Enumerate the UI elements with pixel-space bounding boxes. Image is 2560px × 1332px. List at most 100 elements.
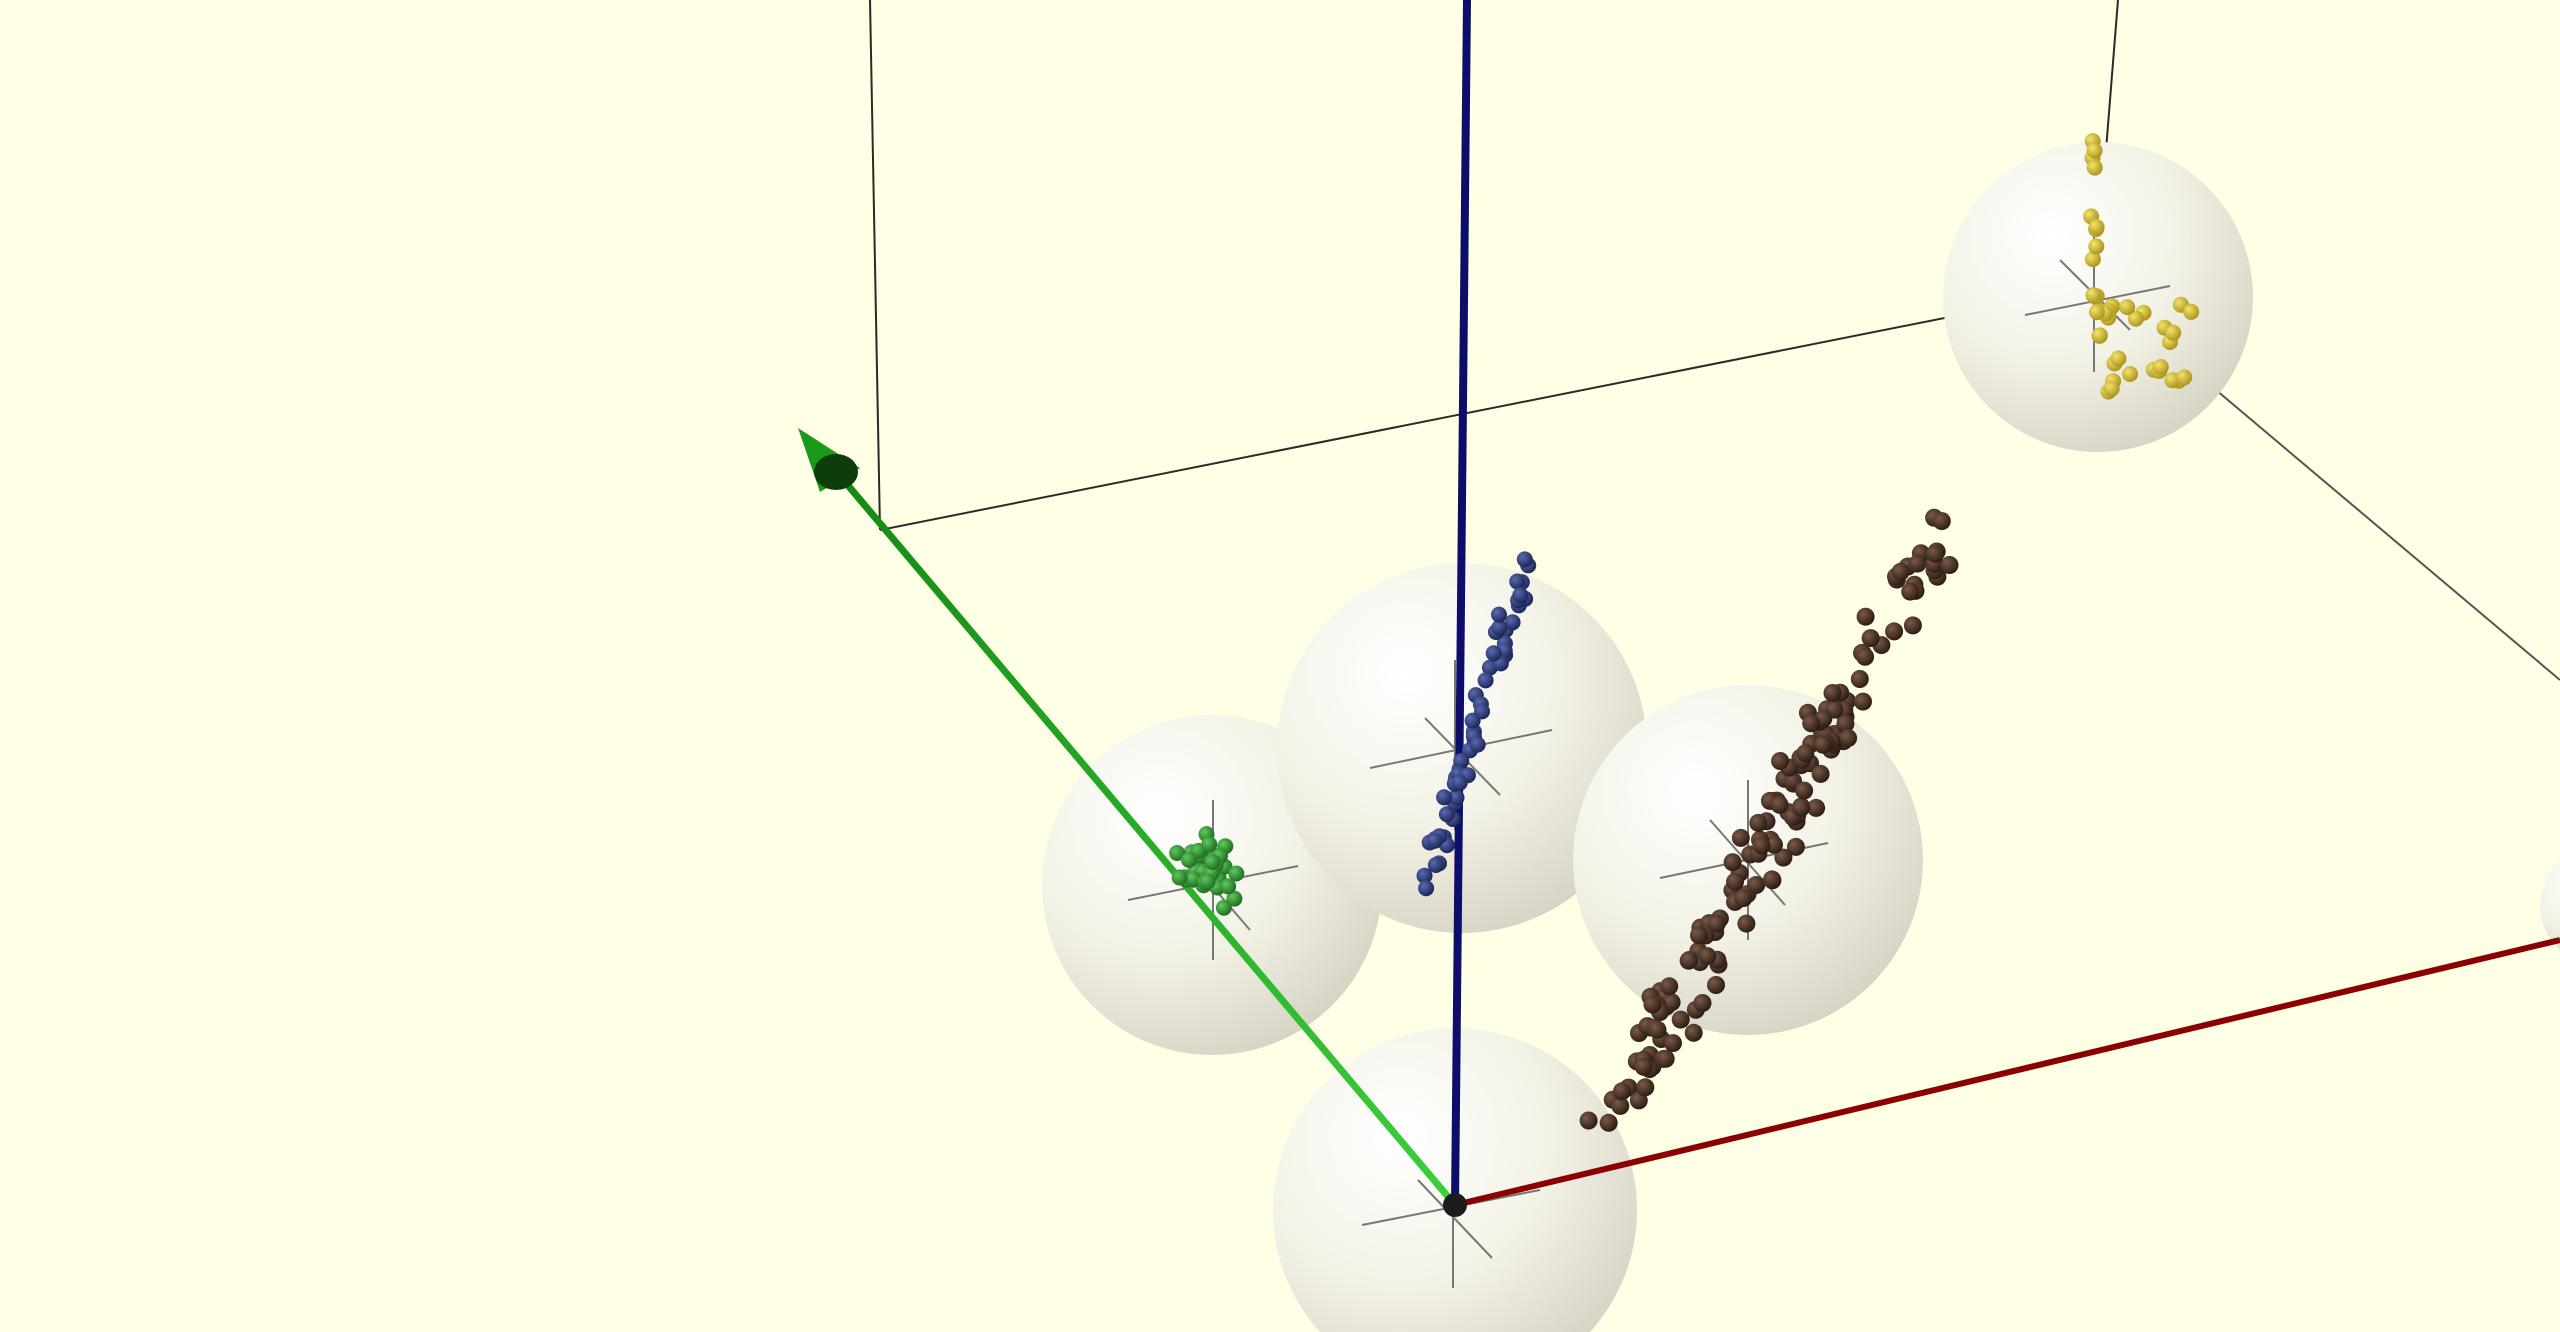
data-point xyxy=(2183,303,2200,320)
data-point xyxy=(1836,714,1855,733)
data-point xyxy=(1611,1096,1630,1115)
data-point xyxy=(1770,795,1789,814)
data-point xyxy=(2088,219,2105,235)
data-point xyxy=(1901,582,1920,601)
point-cloud-brown xyxy=(1579,508,1959,1132)
data-point xyxy=(1660,977,1679,996)
data-point xyxy=(1680,951,1699,969)
data-point xyxy=(1752,836,1771,855)
data-point xyxy=(1171,869,1188,886)
data-point xyxy=(1861,629,1880,648)
box-edge-back-bottom xyxy=(879,287,2096,531)
box-edge-back-left xyxy=(869,0,881,531)
data-point xyxy=(1813,735,1832,754)
data-point xyxy=(1201,836,1218,853)
data-point xyxy=(1438,806,1455,823)
data-point xyxy=(1885,622,1904,641)
data-point xyxy=(2085,287,2102,304)
data-point xyxy=(1763,870,1781,889)
data-point xyxy=(1426,832,1443,849)
data-point xyxy=(1792,798,1810,817)
data-point xyxy=(2176,369,2193,386)
data-point xyxy=(1599,1113,1618,1132)
data-point xyxy=(2086,159,2103,176)
data-point xyxy=(1509,573,1526,590)
data-point xyxy=(1516,551,1533,568)
data-point xyxy=(1427,857,1444,873)
data-point xyxy=(1204,853,1221,870)
data-point xyxy=(1474,703,1490,720)
axes xyxy=(798,0,2560,1217)
data-point xyxy=(1418,880,1435,897)
data-point xyxy=(1856,647,1875,666)
data-point xyxy=(1215,899,1232,916)
data-point xyxy=(1228,865,1245,882)
data-point xyxy=(1469,736,1486,753)
data-point xyxy=(1491,619,1508,636)
point-cloud-yellow xyxy=(2083,133,2200,400)
data-point xyxy=(2127,310,2144,327)
data-point xyxy=(2103,380,2120,397)
data-point xyxy=(1749,813,1768,832)
data-point xyxy=(1684,1023,1703,1042)
data-point xyxy=(1903,616,1922,635)
data-point xyxy=(1512,587,1529,604)
data-point xyxy=(1926,544,1945,563)
data-point xyxy=(1734,889,1753,908)
data-point xyxy=(1690,926,1708,945)
data-point xyxy=(1940,556,1959,574)
point-cloud-green xyxy=(1169,826,1245,916)
data-point xyxy=(2165,324,2182,341)
y-axis xyxy=(832,467,1458,1208)
data-point xyxy=(1643,995,1662,1014)
reference-sphere-offscreen xyxy=(2540,860,2560,950)
data-point xyxy=(2086,142,2103,159)
data-point xyxy=(1579,1111,1598,1130)
data-point xyxy=(1786,837,1805,856)
data-point xyxy=(1839,729,1858,748)
data-point xyxy=(1747,876,1766,894)
data-point xyxy=(2091,327,2108,344)
data-point xyxy=(1693,994,1712,1012)
data-point xyxy=(1671,1010,1690,1029)
data-point xyxy=(1854,692,1872,711)
data-point xyxy=(1436,789,1453,806)
data-point xyxy=(1795,781,1814,800)
data-point xyxy=(1823,684,1842,702)
data-point xyxy=(1726,872,1744,891)
data-point xyxy=(1485,645,1502,662)
point-cloud-blue xyxy=(1416,551,1537,897)
data-point xyxy=(1636,1078,1655,1097)
data-point xyxy=(1181,851,1197,868)
data-point xyxy=(1707,914,1726,933)
data-point xyxy=(1698,947,1717,966)
data-point xyxy=(1634,1057,1653,1076)
data-point xyxy=(2084,251,2101,268)
data-point xyxy=(1908,554,1927,573)
data-point xyxy=(1802,714,1821,733)
data-point xyxy=(1723,853,1742,872)
data-point xyxy=(2088,238,2105,255)
data-point xyxy=(2089,304,2105,321)
data-point xyxy=(1448,789,1465,806)
origin-point xyxy=(1443,1193,1467,1217)
z-axis xyxy=(1451,0,1471,1206)
data-point xyxy=(1891,562,1910,581)
data-point xyxy=(1932,512,1951,531)
data-point xyxy=(1796,744,1815,763)
data-point xyxy=(1737,914,1756,933)
data-point xyxy=(1226,890,1243,907)
reference-spheres xyxy=(1042,142,2560,1332)
data-point xyxy=(1856,607,1875,626)
data-point xyxy=(2122,366,2138,382)
data-point xyxy=(1850,670,1869,688)
data-point xyxy=(2152,359,2169,375)
data-point xyxy=(1771,752,1790,770)
data-point xyxy=(1807,798,1826,817)
data-point xyxy=(1613,1082,1631,1101)
y-axis-arrow-base xyxy=(814,454,858,490)
data-point xyxy=(1451,774,1468,791)
bounding-box xyxy=(869,0,2560,681)
